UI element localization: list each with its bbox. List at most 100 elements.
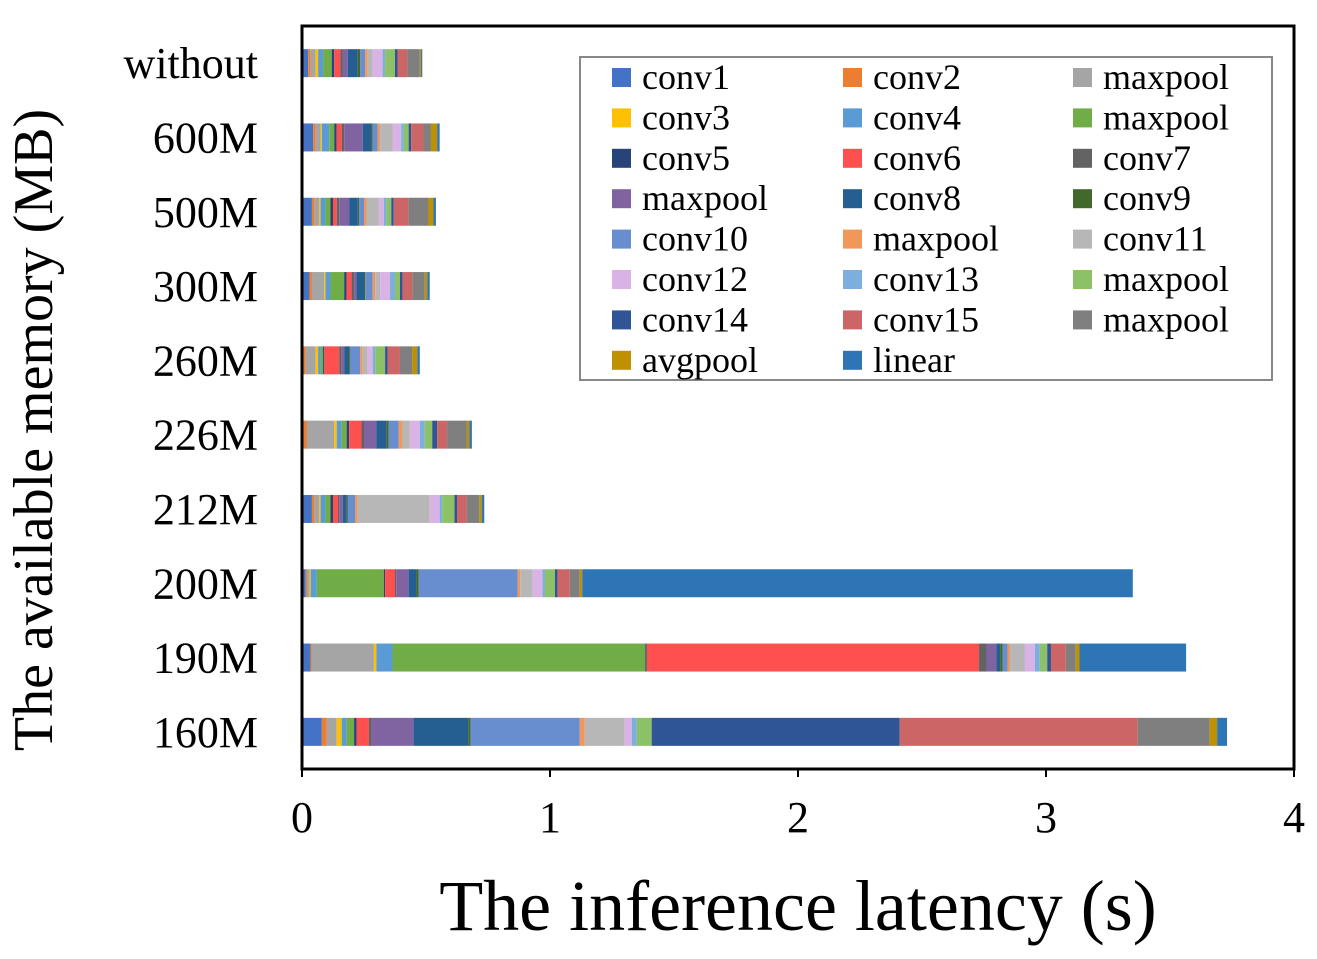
category-label-300M: 300M <box>153 262 258 311</box>
legend-swatch-maxpool <box>612 189 631 209</box>
legend-swatch-conv8 <box>843 189 862 209</box>
bar-segment-maxpool-226M <box>398 420 403 449</box>
category-label-212M: 212M <box>153 485 258 534</box>
bar-segment-conv15-without <box>397 49 408 78</box>
legend-label-conv4: conv4 <box>873 97 961 137</box>
bar-segment-maxpool-226M <box>341 420 347 449</box>
bar-segment-conv10-212M <box>347 494 356 523</box>
legend-swatch-conv5 <box>612 148 631 168</box>
bar-segment-conv4-600M <box>321 123 330 152</box>
bar-segment-maxpool-600M <box>403 123 409 152</box>
bar-segment-conv15-200M <box>557 569 570 598</box>
legend-label-conv1: conv1 <box>642 57 730 97</box>
bar-segment-conv15-226M <box>437 420 448 449</box>
legend-label-linear: linear <box>873 340 955 380</box>
x-tick-label-2: 2 <box>787 793 809 842</box>
bar-segment-conv9-500M <box>357 197 360 226</box>
bar-segment-conv3-226M <box>334 420 337 449</box>
bar-segment-conv7-without <box>340 49 343 78</box>
bar-segment-maxpool-212M <box>442 494 455 523</box>
bar-segment-conv8-260M <box>344 346 350 375</box>
bar-segment-conv1-without <box>302 49 309 78</box>
bar-segment-conv5-600M <box>334 123 337 152</box>
bar-segment-conv7-300M <box>351 272 355 301</box>
legend-label-conv7: conv7 <box>1103 138 1191 178</box>
bar-segment-conv14-500M <box>391 197 394 226</box>
bar-segment-conv5-300M <box>344 272 347 301</box>
bar-segment-maxpool-without <box>365 49 368 78</box>
legend-label-maxpool: maxpool <box>642 178 768 218</box>
bar-segment-conv3-212M <box>319 494 321 523</box>
bar-segment-conv5-160M <box>354 717 357 746</box>
bar-segment-conv11-190M <box>1010 643 1025 672</box>
legend-swatch-maxpool <box>843 229 862 249</box>
legend-label-conv3: conv3 <box>642 97 730 137</box>
bar-segment-maxpool-260M <box>341 346 345 375</box>
bar-segment-conv13-600M <box>401 123 404 152</box>
x-tick-label-4: 4 <box>1283 793 1305 842</box>
bar-segment-conv10-200M <box>418 569 518 598</box>
legend-swatch-maxpool <box>1073 310 1092 330</box>
bar-segment-conv7-212M <box>337 494 340 523</box>
bar-segment-conv3-260M <box>315 346 319 375</box>
bar-segment-linear-without <box>421 49 423 78</box>
bar-segment-conv1-300M <box>302 272 310 301</box>
bar-segment-maxpool-600M <box>329 123 335 152</box>
bar-segment-conv4-without <box>318 49 324 78</box>
bar-segment-conv5-212M <box>330 494 333 523</box>
bar-segment-conv10-300M <box>365 272 373 301</box>
bar-segment-conv3-500M <box>319 197 321 226</box>
legend-label-conv2: conv2 <box>873 57 961 97</box>
bar-segment-conv9-without <box>357 49 361 78</box>
bar-segment-conv9-200M <box>416 569 419 598</box>
bar-segment-conv9-260M <box>349 346 351 375</box>
bar-segment-maxpool-without <box>323 49 332 78</box>
bar-segment-conv14-190M <box>1047 643 1051 672</box>
legend-swatch-conv9 <box>1073 189 1092 209</box>
bar-segment-conv12-600M <box>392 123 402 152</box>
y-axis-category-labels: without 600M 500M 300M 260M 226M 212M 200M 190M 1… <box>124 39 258 757</box>
legend-swatch-conv3 <box>612 108 631 128</box>
bar-segment-conv5-500M <box>330 197 333 226</box>
bar-segment-maxpool-without <box>385 49 395 78</box>
bar-segment-maxpool-300M <box>395 272 400 301</box>
bar-segment-maxpool-190M <box>1039 643 1048 672</box>
bar-segment-conv4-190M <box>376 643 393 672</box>
bar-segment-conv5-260M <box>323 346 325 375</box>
bar-segment-conv12-226M <box>409 420 420 449</box>
x-axis-title: The inference latency (s) <box>439 866 1157 946</box>
bar-segment-conv8-without <box>347 49 358 78</box>
legend-label-conv8: conv8 <box>873 178 961 218</box>
bar-segment-maxpool-160M <box>326 717 337 746</box>
bar-segment-conv8-500M <box>349 197 358 226</box>
bar-segment-conv13-200M <box>542 569 546 598</box>
bar-segment-conv1-160M <box>302 717 322 746</box>
bar-segment-linear-600M <box>437 123 440 152</box>
legend-swatch-maxpool <box>1073 108 1092 128</box>
bar-segment-maxpool-without <box>310 49 316 78</box>
bar-segment-conv4-200M <box>310 569 317 598</box>
bar-segment-conv1-190M <box>302 643 311 672</box>
bar-segment-conv14-212M <box>454 494 457 523</box>
x-tick-label-0: 0 <box>291 793 313 842</box>
bar-segment-conv2-260M <box>303 346 306 375</box>
bar-segment-conv10-190M <box>1002 643 1008 672</box>
legend-label-maxpool: maxpool <box>873 219 999 259</box>
bar-layer <box>302 49 1228 746</box>
bar-segment-conv9-190M <box>1000 643 1003 672</box>
bar-segment-conv6-300M <box>346 272 352 301</box>
bar-segment-conv15-300M <box>402 272 413 301</box>
legend-swatch-conv4 <box>843 108 862 128</box>
category-label-226M: 226M <box>153 411 258 460</box>
bar-segment-maxpool-200M <box>306 569 310 598</box>
bar-segment-conv5-without <box>331 49 335 78</box>
bar-segment-maxpool-500M <box>386 197 392 226</box>
bar-segment-maxpool-190M <box>1007 643 1011 672</box>
bar-segment-conv12-160M <box>624 717 632 746</box>
bar-segment-linear-260M <box>417 346 420 375</box>
legend-swatch-avgpool <box>612 350 631 370</box>
bar-segment-conv10-160M <box>470 717 580 746</box>
legend-swatch-conv1 <box>612 68 631 87</box>
bar-segment-maxpool-260M <box>375 346 386 375</box>
